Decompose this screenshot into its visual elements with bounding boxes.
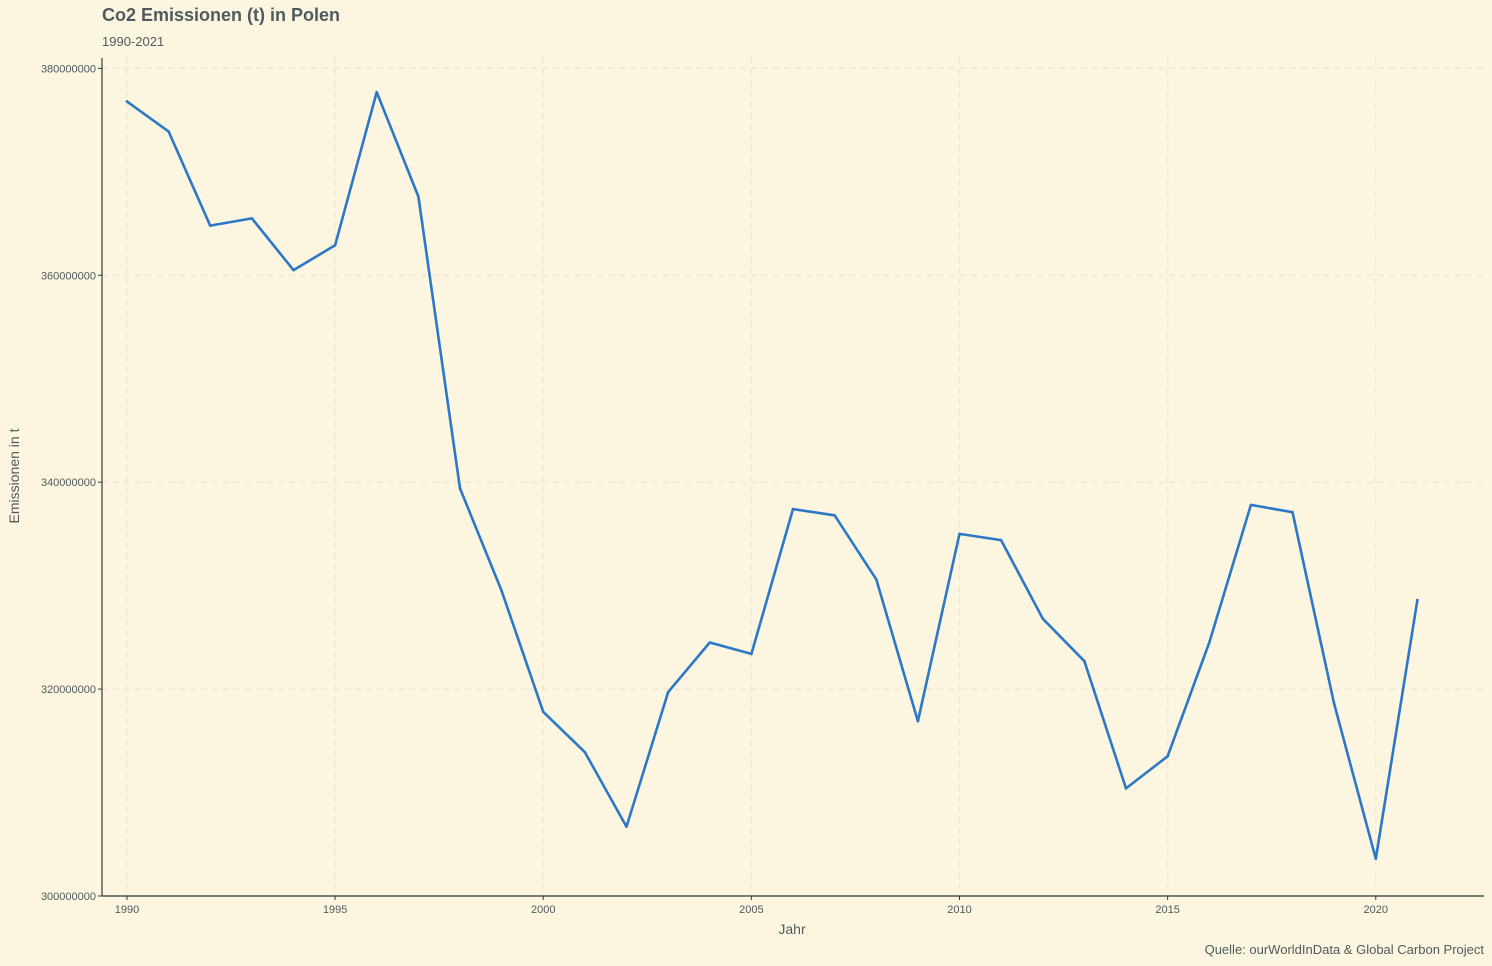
data-point bbox=[1166, 755, 1169, 758]
data-point bbox=[1374, 857, 1378, 861]
data-point bbox=[874, 578, 878, 581]
y-tick-label: 300000000 bbox=[41, 891, 96, 903]
data-point bbox=[1041, 617, 1045, 621]
data-point bbox=[625, 825, 628, 828]
data-point bbox=[458, 487, 462, 490]
x-tick-label: 2010 bbox=[947, 904, 971, 916]
data-point bbox=[417, 195, 420, 198]
data-point bbox=[1249, 503, 1253, 507]
series-line bbox=[125, 90, 1419, 861]
chart-title: Co2 Emissionen (t) in Polen bbox=[102, 5, 341, 25]
y-axis-title: Emissionen in t bbox=[6, 428, 22, 524]
series-layer bbox=[125, 90, 1419, 861]
data-point bbox=[125, 100, 129, 103]
axis-layer bbox=[101, 58, 1484, 897]
data-point bbox=[916, 719, 920, 723]
chart-subtitle: 1990-2021 bbox=[102, 34, 165, 49]
data-point bbox=[833, 513, 836, 517]
data-point bbox=[541, 710, 545, 714]
tick-layer: 1990 1995 2000 2005 2010 2015 2020 300000000 320… bbox=[41, 63, 1388, 916]
x-tick-label: 2020 bbox=[1364, 904, 1388, 916]
x-tick-label: 2000 bbox=[531, 904, 555, 916]
data-point bbox=[292, 268, 295, 272]
data-point bbox=[1291, 510, 1294, 514]
data-point bbox=[1124, 787, 1128, 790]
x-axis-title: Jahr bbox=[778, 921, 806, 937]
data-point bbox=[666, 690, 670, 694]
x-tick-label: 2005 bbox=[739, 904, 763, 916]
data-point bbox=[500, 589, 503, 593]
source-caption: Quelle: ourWorldInData & Global Carbon P… bbox=[1204, 942, 1484, 957]
data-point bbox=[750, 652, 753, 656]
data-point bbox=[1332, 702, 1336, 705]
y-tick-label: 360000000 bbox=[41, 270, 96, 282]
data-point bbox=[999, 538, 1003, 542]
data-point bbox=[167, 130, 170, 133]
grid-layer bbox=[102, 58, 1484, 897]
x-tick-label: 1995 bbox=[323, 904, 347, 916]
data-point bbox=[1416, 598, 1419, 602]
data-point bbox=[208, 224, 212, 227]
data-point bbox=[333, 243, 337, 247]
data-point bbox=[708, 641, 712, 644]
y-tick-label: 380000000 bbox=[41, 63, 96, 75]
data-point bbox=[250, 217, 254, 220]
data-point bbox=[958, 532, 961, 536]
data-point bbox=[1083, 659, 1086, 663]
data-point bbox=[375, 90, 379, 94]
y-tick-label: 340000000 bbox=[41, 477, 96, 489]
y-tick-label: 320000000 bbox=[41, 684, 96, 696]
data-point bbox=[583, 750, 587, 754]
data-point bbox=[791, 507, 795, 511]
x-tick-label: 1990 bbox=[115, 904, 139, 916]
data-point bbox=[1207, 641, 1211, 644]
x-tick-label: 2015 bbox=[1155, 904, 1179, 916]
